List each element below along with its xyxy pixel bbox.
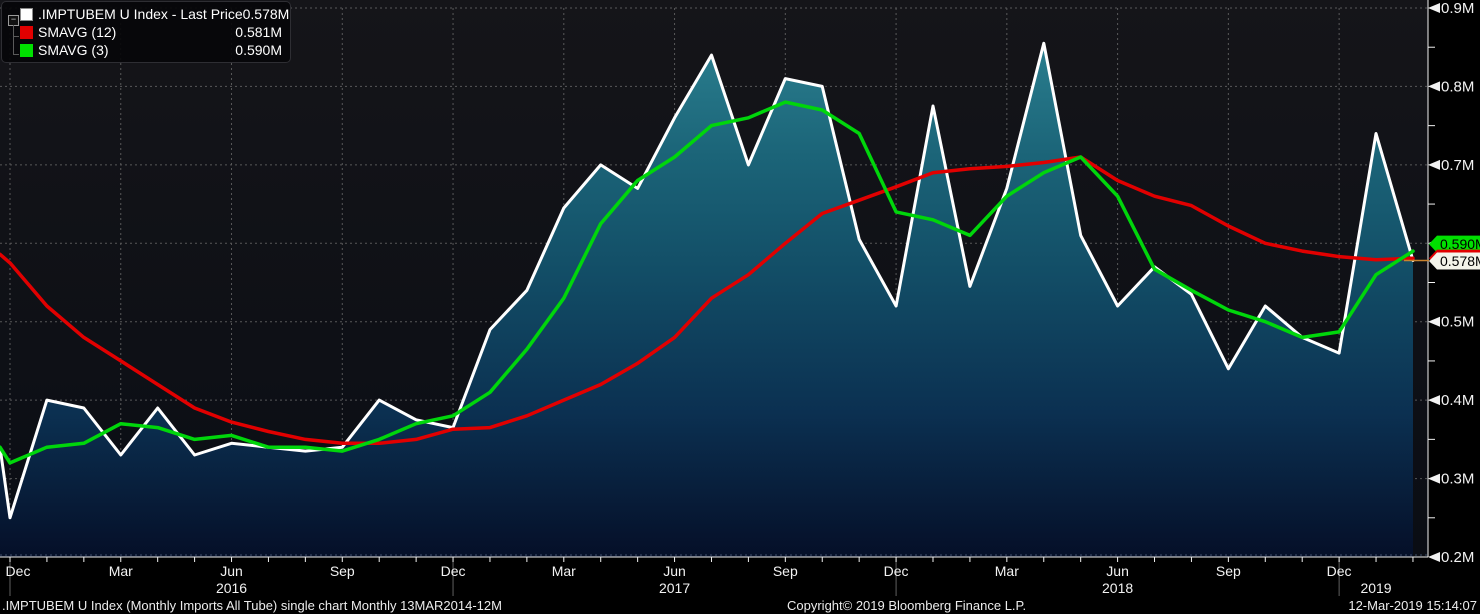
svg-text:0.3M: 0.3M <box>1441 471 1474 488</box>
legend-label: SMAVG (3) <box>38 42 109 58</box>
axes <box>0 0 1429 558</box>
svg-text:0.8M: 0.8M <box>1441 78 1474 95</box>
smavg3-swatch-icon <box>20 43 33 57</box>
svg-text:0.590M: 0.590M <box>1440 236 1480 252</box>
chart-footer-bar: .IMPTUBEM U Index (Monthly Imports All T… <box>0 598 1480 614</box>
legend-value: 0.581M <box>235 24 282 40</box>
legend-item-smavg3[interactable]: SMAVG (3) 0.590M <box>2 41 284 59</box>
smavg12-line[interactable] <box>0 155 1415 446</box>
svg-text:2019: 2019 <box>1360 580 1391 596</box>
svg-text:Dec: Dec <box>441 563 466 579</box>
price-tag-0.578M <box>1429 252 1480 270</box>
svg-text:Sep: Sep <box>773 563 798 579</box>
plot-area[interactable] <box>0 41 1428 557</box>
svg-text:2018: 2018 <box>1102 580 1133 596</box>
price-tag-0.590M <box>1429 235 1480 253</box>
svg-text:0.4M: 0.4M <box>1441 392 1474 409</box>
last-price-area <box>0 43 1413 557</box>
svg-text:Dec: Dec <box>1327 563 1352 579</box>
legend-value: 0.590M <box>235 42 282 58</box>
svg-text:0.2M: 0.2M <box>1441 549 1474 566</box>
legend-tree-stub <box>13 36 19 37</box>
chart-description: .IMPTUBEM U Index (Monthly Imports All T… <box>2 598 502 613</box>
legend-item-last-price[interactable]: .IMPTUBEM U Index - Last Price 0.578M <box>2 5 289 23</box>
svg-text:Mar: Mar <box>109 563 133 579</box>
price-chart[interactable]: 0.2M0.3M0.4M0.5M0.6M0.7M0.8M0.9MDecMarJu… <box>0 0 1480 598</box>
x-axis-labels: Dec Mar Jun Sep Dec Mar Jun Sep Dec Mar Jun Sep Dec 2… <box>6 557 1414 596</box>
copyright-text: Copyright© 2019 Bloomberg Finance L.P. <box>787 598 1027 613</box>
svg-text:Sep: Sep <box>330 563 355 579</box>
price-tags: 0.590M0.581M0.578M <box>1429 235 1480 270</box>
svg-text:2016: 2016 <box>216 580 247 596</box>
legend-label: .IMPTUBEM U Index - Last Price <box>38 6 243 22</box>
legend-tree-stub <box>13 54 19 55</box>
smavg3-line[interactable] <box>0 100 1415 465</box>
legend-label: SMAVG (12) <box>38 24 117 40</box>
svg-text:0.578M: 0.578M <box>1440 253 1480 269</box>
svg-text:0.7M: 0.7M <box>1441 157 1474 174</box>
svg-text:Dec: Dec <box>884 563 909 579</box>
legend-item-smavg12[interactable]: SMAVG (12) 0.581M <box>2 23 284 41</box>
svg-text:0.9M: 0.9M <box>1441 0 1474 17</box>
svg-text:Jun: Jun <box>220 563 243 579</box>
svg-text:Jun: Jun <box>663 563 686 579</box>
smavg12-swatch-icon <box>20 25 33 39</box>
svg-text:Dec: Dec <box>6 563 31 579</box>
last-price-swatch-icon <box>20 7 33 21</box>
legend-tree-line <box>13 25 14 54</box>
timestamp: 12-Mar-2019 15:14:07 <box>1348 598 1477 613</box>
chart-legend: − .IMPTUBEM U Index - Last Price 0.578M … <box>1 1 291 63</box>
svg-text:Mar: Mar <box>995 563 1019 579</box>
svg-text:Mar: Mar <box>552 563 576 579</box>
svg-text:2017: 2017 <box>659 580 690 596</box>
svg-text:Jun: Jun <box>1106 563 1129 579</box>
y-axis-labels: 0.2M0.3M0.4M0.5M0.6M0.7M0.8M0.9M <box>1428 0 1474 566</box>
legend-value: 0.578M <box>242 6 290 22</box>
svg-text:Sep: Sep <box>1216 563 1241 579</box>
svg-text:0.5M: 0.5M <box>1441 314 1474 331</box>
